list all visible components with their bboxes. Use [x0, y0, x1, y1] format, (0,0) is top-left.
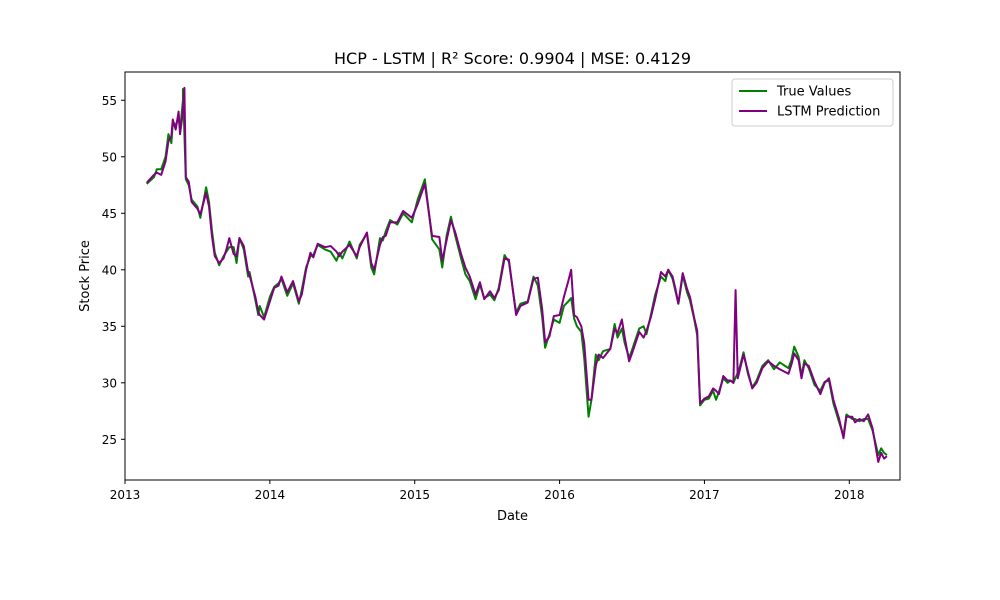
y-axis-ticks: 25 30 35 40 45 50 55: [102, 94, 125, 447]
x-tick-label: 2013: [110, 488, 141, 502]
series-layer: [145, 86, 888, 463]
y-tick-label: 55: [102, 94, 117, 108]
plot-area: 2013 2014 2015 2016 2017 2018 25 30 35 40 45 50 55: [102, 71, 901, 502]
y-tick-label: 40: [102, 263, 117, 277]
legend-label-true-values: True Values: [776, 85, 851, 100]
y-tick-label: 50: [102, 150, 117, 164]
y-tick-label: 35: [102, 320, 117, 334]
x-axis-ticks: 2013 2014 2015 2016 2017 2018: [110, 480, 865, 502]
x-tick-label: 2017: [689, 488, 720, 502]
y-tick-label: 30: [102, 376, 117, 390]
y-axis-label: Stock Price: [78, 240, 93, 312]
x-tick-label: 2016: [544, 488, 575, 502]
x-tick-label: 2014: [255, 488, 286, 502]
x-tick-label: 2018: [834, 488, 865, 502]
x-axis-label: Date: [497, 509, 528, 524]
legend: True Values LSTM Prediction: [731, 78, 894, 127]
legend-label-lstm-prediction: LSTM Prediction: [777, 105, 880, 120]
y-tick-label: 25: [102, 433, 117, 447]
y-tick-label: 45: [102, 207, 117, 221]
series-line-lstm-prediction: [145, 86, 888, 463]
x-tick-label: 2015: [399, 488, 430, 502]
axes-frame: [124, 71, 901, 481]
legend-box: [731, 78, 894, 127]
chart-title: HCP - LSTM | R² Score: 0.9904 | MSE: 0.4…: [334, 49, 691, 68]
